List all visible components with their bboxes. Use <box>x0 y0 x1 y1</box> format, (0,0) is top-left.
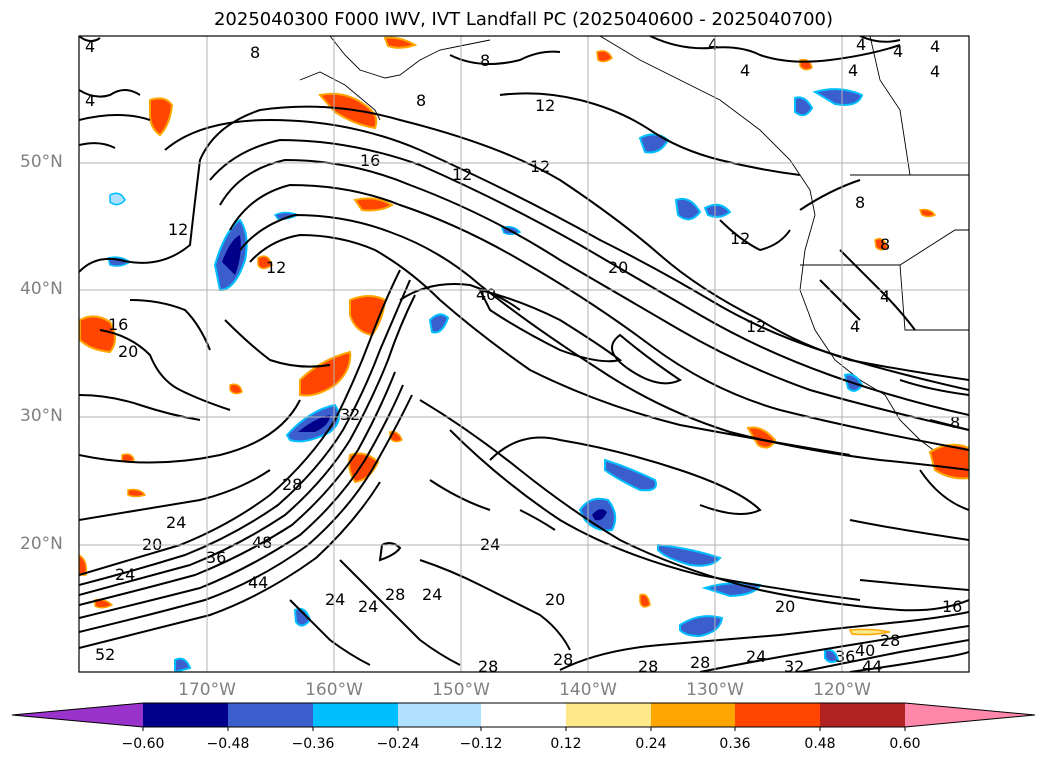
colorbar-tick-label: −0.60 <box>121 736 165 752</box>
contour-label: 8 <box>880 235 890 254</box>
colorbar-tick-label: 0.60 <box>889 736 921 752</box>
page-title: 2025040300 F000 IWV, IVT Landfall PC (20… <box>213 9 834 30</box>
contour-label: 4 <box>930 37 940 56</box>
lat-label-40n: 40°N <box>20 279 63 299</box>
contour-label: 28 <box>880 631 900 650</box>
contour-label: 20 <box>608 258 628 277</box>
colorbar-tick-label: −0.24 <box>376 736 420 752</box>
colorbar-tick-label: −0.12 <box>459 736 503 752</box>
contour-label: 44 <box>862 657 882 676</box>
contour-label: 16 <box>360 151 380 170</box>
lat-label-30n: 30°N <box>20 406 63 426</box>
contour-label: 40 <box>476 285 496 304</box>
colorbar-tick-label: 0.48 <box>804 736 836 752</box>
colorbar-over-arrow <box>905 703 1035 727</box>
contour-label: 20 <box>118 342 138 361</box>
contour-label: 36 <box>206 548 226 567</box>
contour-label: 12 <box>266 258 286 277</box>
contour-label: 44 <box>248 573 268 592</box>
contour-label: 4 <box>740 61 750 80</box>
lon-label-130w: 130°W <box>686 680 744 700</box>
contour-label: 28 <box>553 650 573 669</box>
contour-label: 40 <box>855 641 875 660</box>
map-frame <box>78 35 970 673</box>
contour-label: 8 <box>480 51 490 70</box>
lon-label-150w: 150°W <box>432 680 490 700</box>
lat-label-20n: 20°N <box>20 534 63 554</box>
contour-label: 16 <box>942 597 962 616</box>
contour-label: 28 <box>638 657 658 676</box>
contour-label: 4 <box>893 42 903 61</box>
contour-label: 28 <box>690 653 710 672</box>
contour-label: 20 <box>545 590 565 609</box>
lon-label-170w: 170°W <box>178 680 236 700</box>
colorbar-tick-label: 0.24 <box>635 736 667 752</box>
contour-label: 12 <box>730 229 750 248</box>
colorbar-tick-label: 0.36 <box>719 736 751 752</box>
contour-label: 24 <box>166 513 186 532</box>
contour-label: 16 <box>108 315 128 334</box>
contour-label: 8 <box>416 91 426 110</box>
lat-label-50n: 50°N <box>20 152 63 172</box>
contour-label: 24 <box>115 565 135 584</box>
contour-label: 24 <box>422 585 442 604</box>
contour-label: 8 <box>950 413 960 432</box>
contour-label: 4 <box>850 317 860 336</box>
contour-label: 20 <box>775 597 795 616</box>
iwv-contours <box>79 36 969 672</box>
contour-label: 12 <box>530 157 550 176</box>
contour-label: 12 <box>535 96 555 115</box>
gridlines <box>79 36 969 672</box>
colorbar-tick-label: −0.48 <box>206 736 250 752</box>
contour-label: 24 <box>325 590 345 609</box>
contour-label: 12 <box>452 165 472 184</box>
contour-label: 28 <box>385 585 405 604</box>
contour-label: 4 <box>85 37 95 56</box>
contour-label: 4 <box>848 61 858 80</box>
contour-label: 4 <box>708 35 718 54</box>
contour-label: 24 <box>358 597 378 616</box>
colorbar-tick-label: 0.12 <box>550 736 582 752</box>
contour-label: 36 <box>835 647 855 666</box>
contour-label: 24 <box>746 647 766 666</box>
colorbar-tick-label: −0.36 <box>291 736 335 752</box>
contour-label: 4 <box>856 35 866 54</box>
contour-label: 32 <box>784 657 804 676</box>
contour-label: 4 <box>880 287 890 306</box>
contour-label: 8 <box>855 193 865 212</box>
contour-label: 52 <box>95 645 115 664</box>
contour-label: 8 <box>250 43 260 62</box>
contour-label: 32 <box>340 405 360 424</box>
lon-label-160w: 160°W <box>305 680 363 700</box>
contour-labels: 4 8 8 8 12 12 12 16 12 12 40 20 12 12 4 … <box>85 35 962 676</box>
colorbar-under-arrow <box>12 703 143 727</box>
contour-label: 48 <box>252 533 272 552</box>
contour-label: 28 <box>478 657 498 676</box>
contour-label: 4 <box>85 91 95 110</box>
lon-label-120w: 120°W <box>813 680 871 700</box>
coastlines <box>299 36 969 471</box>
colorbar <box>11 702 1036 731</box>
contour-label: 28 <box>282 475 302 494</box>
lon-label-140w: 140°W <box>559 680 617 700</box>
contour-label: 4 <box>930 62 940 81</box>
contour-label: 12 <box>168 220 188 239</box>
contour-label: 12 <box>746 317 766 336</box>
